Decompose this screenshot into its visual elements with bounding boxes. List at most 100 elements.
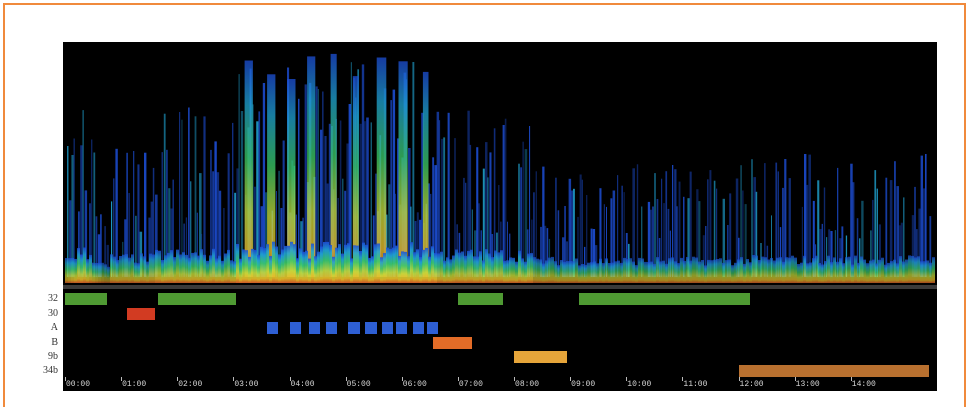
- track-segment-34b[interactable]: [738, 365, 930, 377]
- spectral-streak: [716, 188, 718, 277]
- low-frequency-band: [86, 259, 89, 283]
- low-frequency-band: [389, 248, 392, 283]
- low-frequency-band: [875, 263, 878, 283]
- track-segment-32[interactable]: [65, 293, 91, 305]
- low-frequency-band: [140, 253, 143, 283]
- track-segment-A[interactable]: [267, 322, 279, 334]
- track-segment-32[interactable]: [90, 293, 108, 305]
- spectral-streak: [652, 206, 654, 277]
- track-segment-32[interactable]: [671, 293, 750, 305]
- low-frequency-band: [878, 259, 881, 283]
- spectrogram-canvas: [63, 53, 937, 289]
- track-label-B: B: [51, 337, 58, 348]
- spectral-streak: [91, 139, 93, 277]
- track-segment-A[interactable]: [326, 322, 338, 334]
- spectral-streak: [282, 140, 285, 277]
- low-frequency-band: [797, 264, 800, 283]
- spectral-streak: [276, 191, 277, 277]
- track-segment-30[interactable]: [126, 308, 155, 320]
- spectral-streak: [135, 215, 137, 277]
- track-segment-B[interactable]: [432, 337, 472, 349]
- low-frequency-band: [191, 252, 194, 283]
- spectral-streak: [441, 138, 444, 277]
- spectral-streak: [663, 203, 665, 277]
- low-frequency-band: [701, 260, 704, 283]
- spectral-streak: [416, 212, 419, 277]
- spectral-streak: [735, 178, 739, 277]
- track-segment-32[interactable]: [457, 293, 503, 305]
- low-frequency-band: [203, 254, 206, 283]
- spectral-streak: [212, 171, 215, 277]
- spectral-streak: [929, 216, 932, 277]
- low-frequency-band: [770, 258, 773, 283]
- spectral-streak: [850, 163, 853, 277]
- spectral-streak: [674, 169, 677, 277]
- low-frequency-band: [80, 254, 83, 283]
- track-segment-32[interactable]: [157, 293, 237, 305]
- low-frequency-band: [320, 246, 323, 283]
- spectral-streak: [181, 119, 183, 277]
- low-frequency-band: [557, 265, 560, 283]
- low-frequency-band: [644, 261, 647, 283]
- spectral-streak: [911, 215, 915, 277]
- spectral-streak: [782, 187, 784, 277]
- track-segment-9b[interactable]: [514, 351, 568, 363]
- low-frequency-band: [326, 241, 329, 283]
- low-frequency-band: [782, 261, 785, 283]
- spectral-streak: [654, 173, 656, 277]
- track-segment-A[interactable]: [348, 322, 360, 334]
- spectral-streak: [476, 147, 479, 277]
- track-segment-A[interactable]: [365, 322, 377, 334]
- track-segment-A[interactable]: [396, 322, 408, 334]
- spectral-streak: [394, 193, 396, 277]
- low-frequency-band: [512, 257, 515, 283]
- low-frequency-band: [593, 261, 596, 283]
- low-frequency-band: [665, 263, 668, 283]
- time-tick-label: 01:00: [122, 380, 147, 389]
- low-frequency-band: [428, 256, 431, 283]
- track-segment-A[interactable]: [382, 322, 394, 334]
- spectral-streak: [777, 171, 779, 277]
- spectral-streak: [256, 121, 259, 277]
- spectral-streak: [753, 177, 756, 277]
- spectral-streak: [900, 222, 903, 277]
- spectral-streak: [372, 215, 375, 277]
- track-segment-A[interactable]: [413, 322, 425, 334]
- spectral-streak: [623, 192, 625, 277]
- track-segment-A[interactable]: [289, 322, 301, 334]
- spectral-streak: [705, 226, 707, 277]
- low-frequency-band: [365, 244, 368, 283]
- low-frequency-band: [497, 252, 500, 283]
- low-frequency-band: [635, 265, 638, 283]
- low-frequency-band: [161, 260, 164, 283]
- low-frequency-band: [119, 256, 122, 283]
- low-frequency-band: [218, 255, 221, 283]
- low-frequency-band: [599, 258, 602, 283]
- low-frequency-band: [851, 264, 854, 283]
- spectral-streak: [339, 120, 342, 277]
- spectral-streak: [128, 193, 130, 277]
- spectral-streak: [280, 208, 283, 277]
- low-frequency-band: [509, 257, 512, 283]
- track-segment-32[interactable]: [578, 293, 672, 305]
- spectral-streak: [443, 137, 446, 277]
- track-segment-A[interactable]: [309, 322, 321, 334]
- low-frequency-band: [869, 260, 872, 283]
- low-frequency-band: [686, 257, 689, 283]
- low-frequency-band: [680, 257, 683, 283]
- low-frequency-band: [353, 245, 356, 283]
- spectral-streak: [359, 123, 362, 277]
- low-frequency-band: [398, 256, 401, 283]
- track-segment-A[interactable]: [427, 322, 439, 334]
- spectral-streak: [669, 230, 671, 277]
- spectral-streak: [830, 231, 833, 277]
- spectral-streak: [163, 113, 166, 277]
- spectral-streak: [885, 177, 888, 277]
- spectral-streak: [278, 170, 280, 277]
- low-frequency-band: [83, 247, 86, 283]
- spectral-streak: [71, 155, 74, 277]
- low-frequency-band: [122, 254, 125, 283]
- spectral-streak: [568, 178, 572, 277]
- spectral-streak: [491, 234, 494, 277]
- spectral-streak: [722, 198, 725, 277]
